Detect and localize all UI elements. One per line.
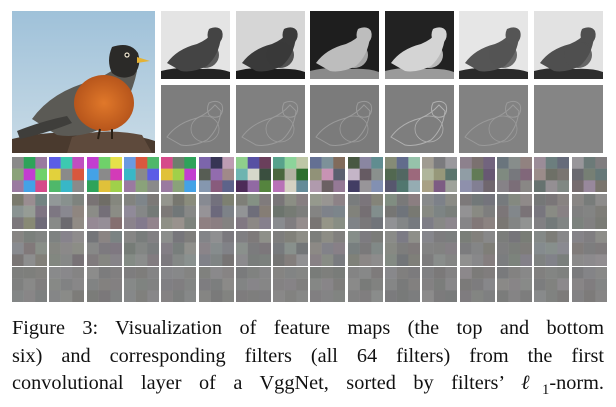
filter-61: [459, 267, 495, 302]
filter-62: [496, 267, 532, 302]
filter-24: [273, 194, 309, 229]
filter-48: [571, 231, 607, 266]
feature-map-bottom-3: [310, 85, 379, 153]
filter-31: [534, 194, 570, 229]
filter-21: [161, 194, 197, 229]
filter-57: [310, 267, 346, 302]
filter-45: [459, 231, 495, 266]
feature-map-bottom-1: [161, 85, 230, 153]
filter-52: [123, 267, 159, 302]
filter-37: [161, 231, 197, 266]
filter-38: [198, 231, 234, 266]
filter-2: [49, 157, 85, 192]
filter-16: [571, 157, 607, 192]
filter-7: [235, 157, 271, 192]
filter-58: [347, 267, 383, 302]
filter-56: [273, 267, 309, 302]
figure-panel: [12, 11, 607, 302]
filter-30: [496, 194, 532, 229]
filter-8: [273, 157, 309, 192]
caption-line-1: Figure 3: Visualization of feature maps …: [12, 315, 604, 343]
filter-34: [49, 231, 85, 266]
filter-63: [534, 267, 570, 302]
filter-54: [198, 267, 234, 302]
filter-29: [459, 194, 495, 229]
filter-36: [123, 231, 159, 266]
figure-caption: Figure 3: Visualization of feature maps …: [12, 315, 604, 398]
caption-text-1: Visualization of feature maps (the top a…: [115, 317, 604, 339]
feature-map-top-2: [236, 11, 305, 79]
filter-18: [49, 194, 85, 229]
filter-10: [347, 157, 383, 192]
filter-60: [422, 267, 458, 302]
filter-3: [86, 157, 122, 192]
filter-50: [49, 267, 85, 302]
filter-51: [86, 267, 122, 302]
filter-13: [459, 157, 495, 192]
filter-11: [385, 157, 420, 192]
filter-19: [86, 194, 122, 229]
feature-map-top-5: [459, 11, 528, 79]
filter-55: [235, 267, 271, 302]
filter-33: [12, 231, 47, 266]
filter-12: [422, 157, 458, 192]
filter-23: [235, 194, 271, 229]
feature-map-bottom-6: [534, 85, 603, 153]
feature-map-bottom-2: [236, 85, 305, 153]
filter-15: [534, 157, 570, 192]
caption-text-3-end: -norm.: [549, 372, 604, 394]
filter-39: [235, 231, 271, 266]
filter-25: [310, 194, 346, 229]
ell-symbol: ℓ: [521, 372, 543, 394]
filter-32: [571, 194, 607, 229]
caption-line-3: convolutional layer of a VggNet, sorted …: [12, 370, 604, 398]
caption-text-3: convolutional layer of a VggNet, sorted …: [12, 372, 522, 394]
filter-43: [385, 231, 420, 266]
filter-64: [571, 267, 607, 302]
filter-42: [347, 231, 383, 266]
filter-28: [422, 194, 458, 229]
input-image-robin: [12, 11, 155, 153]
ell-subscript: 1: [542, 382, 550, 399]
feature-map-bottom-4: [385, 85, 454, 153]
filter-6: [198, 157, 234, 192]
feature-map-top-1: [161, 11, 230, 79]
filter-41: [310, 231, 346, 266]
feature-map-top-3: [310, 11, 379, 79]
filter-1: [12, 157, 47, 192]
filter-14: [496, 157, 532, 192]
caption-label: Figure 3:: [12, 317, 99, 339]
filter-20: [123, 194, 159, 229]
feature-map-top-4: [385, 11, 454, 79]
filter-4: [123, 157, 159, 192]
filter-9: [310, 157, 346, 192]
filter-26: [347, 194, 383, 229]
filter-53: [161, 267, 197, 302]
filter-47: [534, 231, 570, 266]
caption-line-2: six) and corresponding filters (all 64 f…: [12, 344, 604, 367]
feature-map-bottom-5: [459, 85, 528, 153]
filter-27: [385, 194, 420, 229]
feature-map-top-6: [534, 11, 603, 79]
filter-46: [496, 231, 532, 266]
filter-35: [86, 231, 122, 266]
filter-59: [385, 267, 420, 302]
filter-44: [422, 231, 458, 266]
filter-5: [161, 157, 197, 192]
filter-17: [12, 194, 47, 229]
filter-49: [12, 267, 47, 302]
filter-22: [198, 194, 234, 229]
filter-40: [273, 231, 309, 266]
